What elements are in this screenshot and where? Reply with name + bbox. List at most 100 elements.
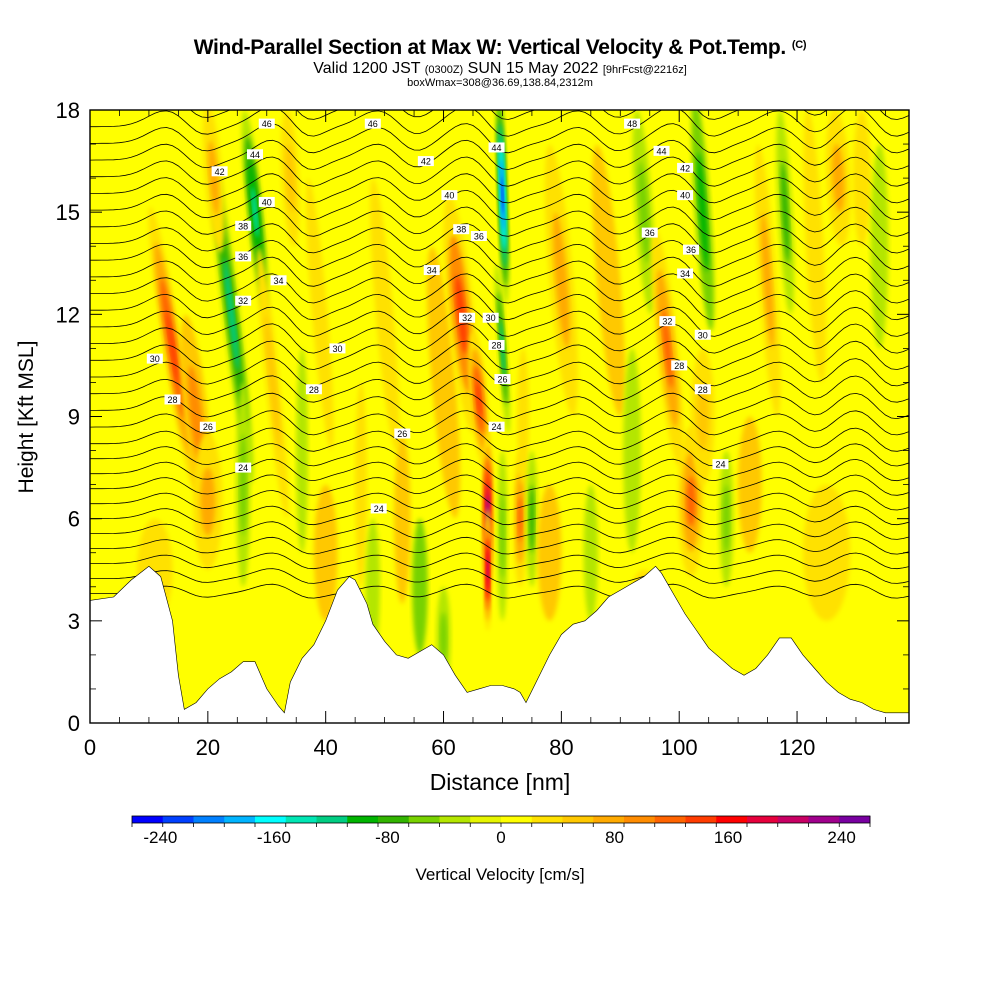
isentrope-label-bg — [653, 145, 670, 156]
isentrope-label-bg — [211, 166, 228, 177]
isentrope-label-bg — [488, 142, 505, 153]
isentrope-label-text: 26 — [497, 375, 507, 385]
colorbar-swatch — [747, 816, 779, 823]
colorbar-tick-label: -240 — [143, 828, 177, 847]
velocity-cell — [412, 518, 428, 655]
isentrope-label: 24 — [370, 503, 387, 514]
velocity-cell — [537, 484, 562, 621]
isentrope-label-text: 42 — [421, 157, 431, 167]
isentrope-label: 36 — [235, 251, 252, 262]
isentrope-line — [90, 474, 909, 496]
velocity-cell — [591, 144, 626, 416]
isentrope-label-bg — [164, 394, 181, 405]
velocity-cell — [697, 152, 709, 272]
velocity-cell — [638, 161, 650, 264]
y-tick-label: 18 — [56, 98, 80, 123]
isentrope-label-bg — [394, 428, 411, 439]
isentrope-label-text: 36 — [686, 245, 696, 255]
colorbar-swatch — [224, 816, 256, 823]
colorbar-swatch — [777, 816, 809, 823]
velocity-cell — [686, 476, 696, 527]
valid-prefix: Valid 1200 JST — [313, 60, 421, 77]
isentrope-line — [90, 583, 909, 599]
isentrope-label-text: 26 — [397, 429, 407, 439]
velocity-cell — [166, 313, 179, 384]
colorbar: -240 -160 -80 0 80 160 240 — [131, 815, 871, 847]
y-tick-label: 12 — [56, 302, 80, 327]
isentrope-label: 24 — [488, 421, 505, 432]
isentrope-label-bg — [258, 118, 275, 129]
isentrope-label: 38 — [453, 224, 470, 235]
copyright-mark: (C) — [791, 39, 807, 51]
isentrope-label-text: 32 — [462, 313, 472, 323]
velocity-cell — [296, 348, 309, 553]
isentrope-label-text: 28 — [698, 385, 708, 395]
velocity-cell — [200, 467, 216, 536]
velocity-cell — [529, 484, 535, 553]
isentrope-line — [90, 568, 909, 584]
isentrope-label: 26 — [394, 428, 411, 439]
colorbar-tick-label: 240 — [827, 828, 855, 847]
colorbar-tick-label: 160 — [714, 828, 742, 847]
isentrope-label-bg — [677, 162, 694, 173]
isentrope-label: 32 — [459, 312, 476, 323]
plot-area: 46 46 48 44 44 44 42 42 42 40 40 40 38 38 36 36 36 36 34 34… — [90, 110, 909, 723]
chart-title: Wind-Parallel Section at Max W: Vertical… — [0, 36, 1000, 60]
colorbar-swatch — [255, 816, 287, 823]
isentrope-label: 28 — [305, 384, 322, 395]
valid-date: SUN 15 May 2022 — [467, 60, 599, 77]
isentrope-line — [90, 443, 909, 467]
isentrope-label-bg — [712, 459, 729, 470]
isentrope-label-text: 36 — [238, 252, 248, 262]
y-tick-label: 15 — [56, 200, 80, 225]
velocity-cell — [224, 257, 239, 371]
colorbar-swatch — [285, 816, 317, 823]
isentrope-label: 42 — [417, 156, 434, 167]
x-tick-label: 120 — [779, 735, 816, 760]
isentrope-label-bg — [441, 190, 458, 201]
velocity-cell — [870, 144, 889, 349]
x-axis-label: Distance [nm] — [430, 769, 571, 795]
isentrope-label-bg — [305, 384, 322, 395]
box-info: boxWmax=308@36.69,138.84,2312m — [407, 77, 593, 89]
colorbar-tick-label: 80 — [605, 828, 624, 847]
isentrope-label-text: 36 — [645, 228, 655, 238]
isentrope-line — [90, 410, 909, 436]
isentrope-label-bg — [694, 384, 711, 395]
isentrope-label-text: 44 — [492, 143, 502, 153]
colorbar-swatch — [654, 816, 686, 823]
isentrope-label: 46 — [364, 118, 381, 129]
isentrope-line — [90, 110, 909, 137]
isentrope-label-bg — [488, 421, 505, 432]
isentrope-label-text: 28 — [167, 395, 177, 405]
isentrope-label-bg — [488, 339, 505, 350]
isentrope-label-text: 32 — [662, 317, 672, 327]
isentrope-label-bg — [453, 224, 470, 235]
velocity-cell — [440, 612, 448, 664]
velocity-cell — [370, 178, 400, 451]
isentrope-label: 30 — [694, 329, 711, 340]
isentrope-label-bg — [624, 118, 641, 129]
isentrope-line — [90, 273, 909, 304]
velocity-cell — [305, 178, 334, 451]
isentrope-label-text: 34 — [274, 276, 284, 286]
isentrope-label-bg — [641, 227, 658, 238]
isentrope-labels: 46 46 48 44 44 44 42 42 42 40 40 40 38 38 36 36 36 36 34 34… — [146, 118, 729, 514]
isentrope-line — [90, 505, 909, 526]
colorbar-swatch — [347, 816, 379, 823]
isentrope-label-text: 38 — [238, 221, 248, 231]
isentrope-label-text: 44 — [250, 150, 260, 160]
velocity-cell — [802, 484, 851, 621]
isentrope-label-bg — [364, 118, 381, 129]
isentrope-line — [90, 306, 909, 337]
isentrope-line — [90, 173, 909, 204]
isentrope-label-bg — [470, 231, 487, 242]
colorbar-tick-label: 0 — [496, 828, 505, 847]
isentrope-line — [90, 156, 909, 187]
velocity-cell — [662, 308, 673, 388]
isentrope-label-bg — [235, 251, 252, 262]
isentrope-line — [90, 552, 909, 570]
isentrope-line — [90, 427, 909, 452]
colorbar-swatch — [716, 816, 748, 823]
colorbar-swatch — [439, 816, 471, 823]
